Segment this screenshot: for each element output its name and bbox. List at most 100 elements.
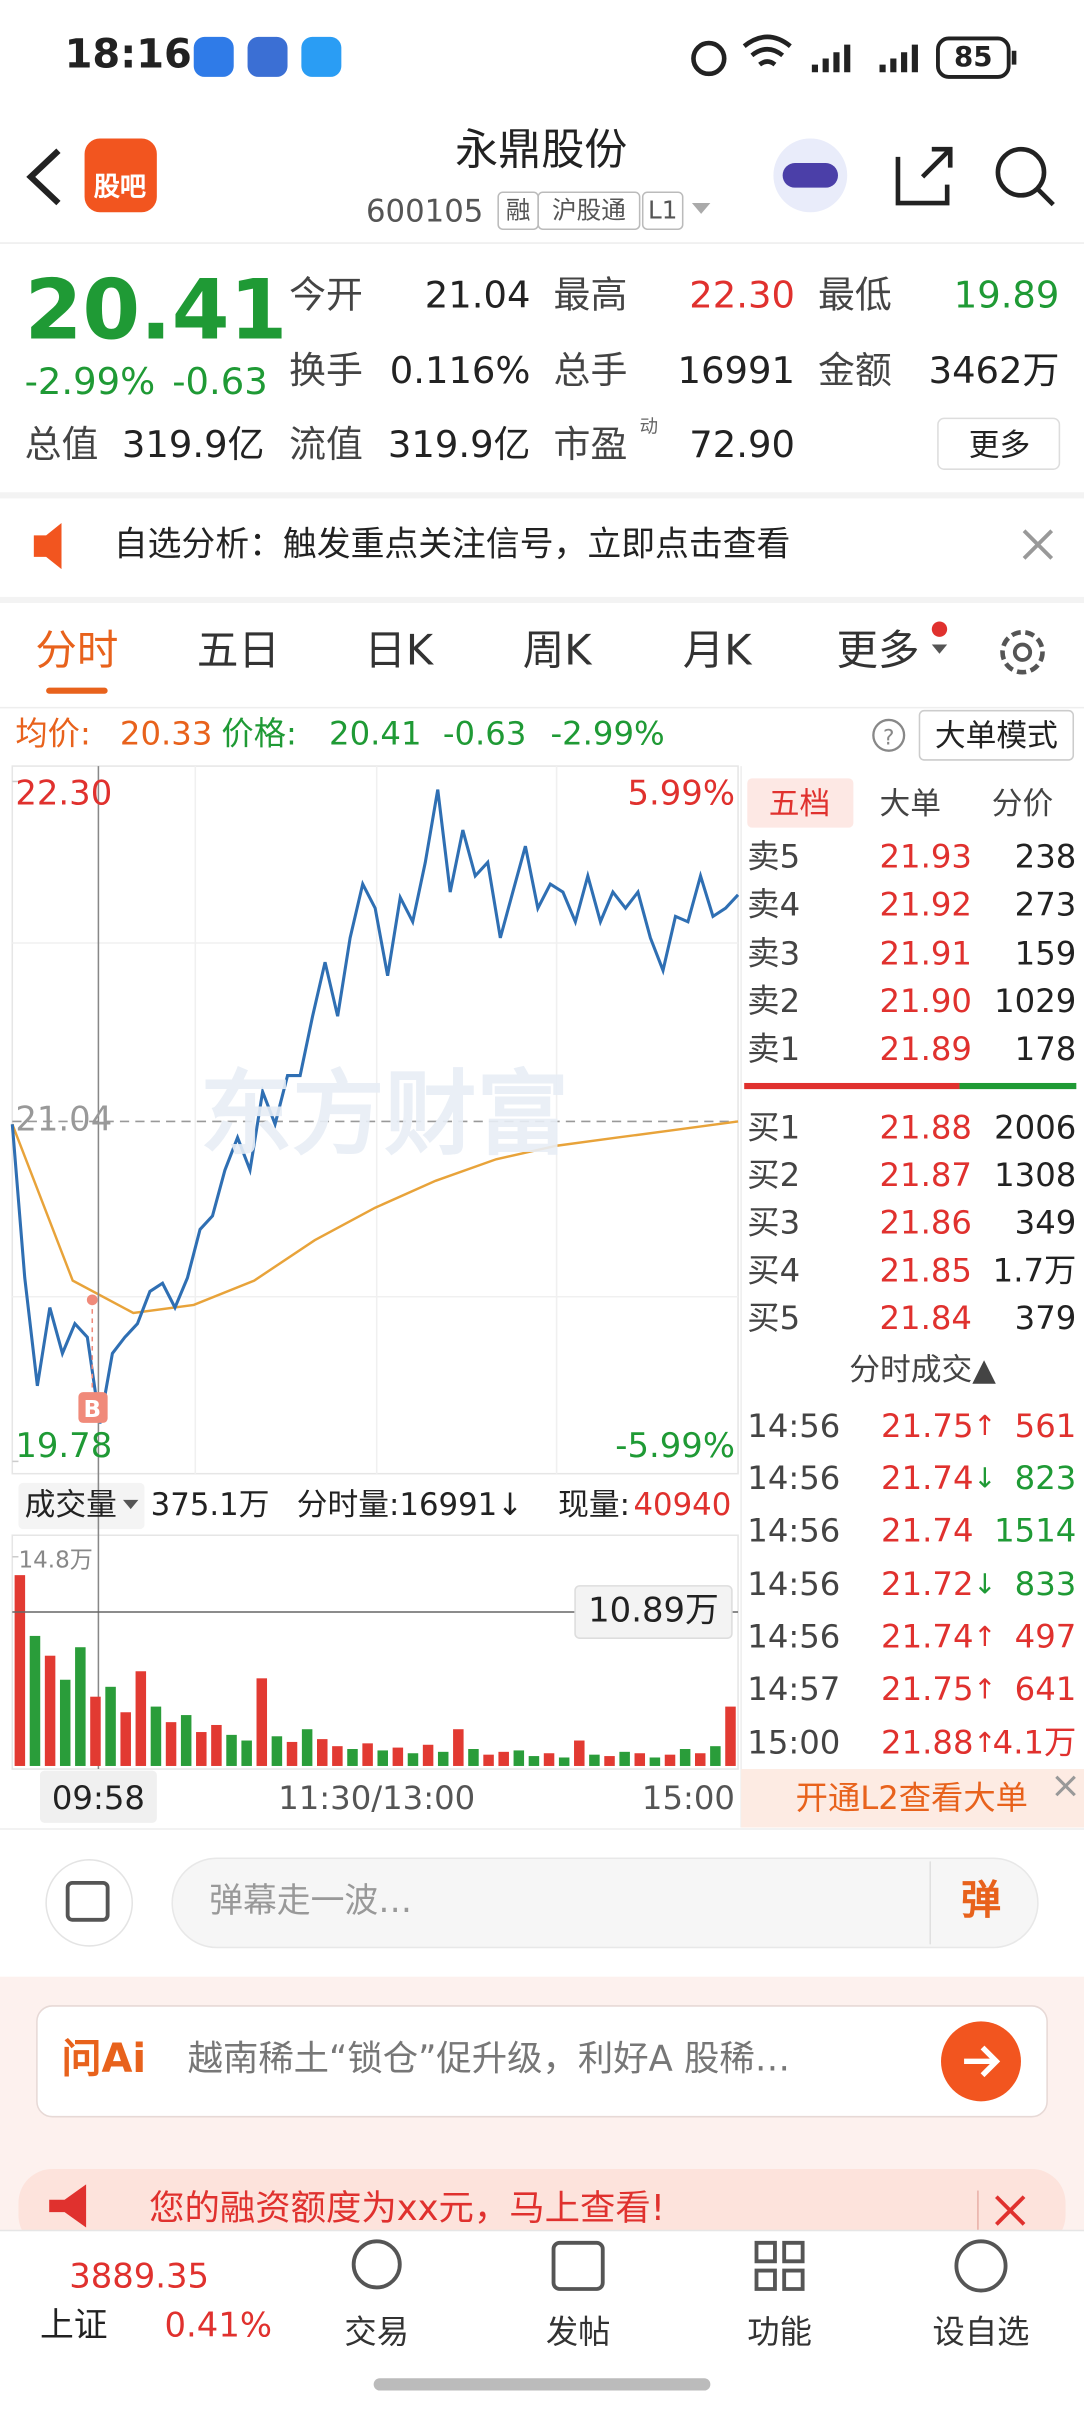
close-icon[interactable]: [995, 2195, 1026, 2226]
book-tab[interactable]: 分价: [991, 784, 1054, 822]
trade-time: 15:00: [747, 1725, 841, 1762]
field-label: 今开: [289, 273, 363, 317]
volume-bar: [392, 1747, 404, 1766]
book-tab[interactable]: 五档: [768, 784, 831, 822]
tab-underline: [46, 687, 108, 694]
tab[interactable]: 月K: [682, 627, 752, 676]
trade-price: 21.88: [881, 1725, 974, 1762]
ai-text[interactable]: 越南稀土“锁仓”促升级，利好A 股稀…: [187, 2040, 791, 2081]
mode-text[interactable]: 大单模式: [934, 716, 1058, 754]
nav-item[interactable]: 设自选: [932, 2314, 1030, 2352]
ratio-bar: [744, 1082, 960, 1090]
marker-dot: [86, 1294, 98, 1306]
volume-bar: [543, 1753, 555, 1766]
megaphone-icon: [49, 2184, 87, 2228]
notice-text[interactable]: 自选分析：触发重点关注信号，立即点击查看: [113, 525, 791, 565]
watchlist-icon[interactable]: [954, 2239, 1008, 2293]
volume-bar: [437, 1751, 449, 1766]
back-button[interactable]: [26, 148, 61, 206]
volume-bar: [710, 1746, 721, 1766]
book-label: 买3: [747, 1205, 801, 1243]
tab[interactable]: 周K: [522, 627, 592, 676]
nav-item[interactable]: 功能: [747, 2314, 812, 2352]
trade-price: 21.75: [881, 1408, 974, 1446]
watermark: 东方财富: [199, 1061, 569, 1170]
close-icon[interactable]: [1022, 529, 1054, 560]
l2-link[interactable]: 开通L2查看大单: [795, 1780, 1028, 1818]
help-icon[interactable]: [872, 718, 906, 752]
trade-volume: 833: [1014, 1566, 1077, 1604]
book-volume: 379: [1014, 1300, 1077, 1338]
x-tick-label: 09:58: [51, 1780, 145, 1818]
volume-bar: [211, 1724, 222, 1766]
settings-icon[interactable]: [1000, 629, 1045, 675]
volume-bar: [649, 1757, 661, 1766]
chart-frame: [11, 765, 739, 1475]
tab[interactable]: 五日: [196, 627, 280, 676]
nav-item[interactable]: 发帖: [545, 2314, 611, 2352]
function-icon[interactable]: [754, 2240, 805, 2291]
comment-input[interactable]: [171, 1857, 1039, 1949]
stock-tag: L1: [648, 195, 678, 226]
field-value: 319.9亿: [121, 422, 265, 466]
post-icon[interactable]: [551, 2240, 605, 2291]
trade-time: 14:56: [747, 1512, 841, 1550]
book-price: 21.91: [879, 935, 972, 973]
minute-volume: 分时量:16991↓: [296, 1485, 523, 1523]
field-label: 总手: [553, 348, 628, 392]
tab-bg: [747, 778, 854, 828]
more-button[interactable]: [937, 417, 1061, 470]
guba-badge[interactable]: [84, 138, 157, 213]
close-icon[interactable]: [1055, 1775, 1076, 1797]
series-line: [11, 1120, 739, 1315]
dropdown-caret: [691, 203, 711, 214]
alarm-icon: [691, 40, 727, 77]
nav-item[interactable]: 交易: [344, 2314, 410, 2352]
tab[interactable]: 分时: [35, 627, 119, 676]
book-volume: 273: [1014, 886, 1077, 924]
volume-dropdown[interactable]: [18, 1482, 145, 1530]
field-value: 19.89: [953, 273, 1060, 317]
trade-volume: 823: [1014, 1460, 1077, 1498]
mode-button[interactable]: [918, 709, 1075, 761]
buy-marker: B: [83, 1395, 102, 1423]
trade-arrow: ↑: [973, 1410, 997, 1444]
battery-level: 85: [954, 41, 993, 75]
comment-placeholder[interactable]: 弹幕走一波…: [209, 1882, 413, 1922]
trade-icon[interactable]: [351, 2239, 402, 2290]
field-value: 22.30: [689, 273, 795, 317]
danmaku-button[interactable]: 弹: [960, 1878, 1001, 1926]
book-volume: 238: [1014, 838, 1077, 876]
red-dot: [931, 621, 948, 637]
robot-face: [782, 163, 838, 188]
share-icon[interactable]: [895, 146, 953, 206]
l2-bg[interactable]: [741, 1769, 1084, 1828]
volume-label[interactable]: 成交量: [24, 1485, 117, 1523]
promo-text[interactable]: 您的融资额度为xx元，马上查看!: [149, 2189, 665, 2230]
volume-bar: [558, 1757, 570, 1766]
book-label: 卖4: [747, 886, 801, 924]
avg-label: 均价:: [15, 715, 91, 753]
book-volume: 1029: [994, 983, 1077, 1021]
app-icon: [301, 36, 342, 77]
volume-bar: [725, 1706, 736, 1766]
badge-text[interactable]: 股吧: [93, 171, 147, 203]
volume-bar: [180, 1715, 192, 1766]
book-price: 21.92: [879, 886, 972, 924]
book-tab[interactable]: 大单: [879, 784, 942, 822]
search-icon[interactable]: [995, 146, 1047, 198]
trades-title[interactable]: 分时成交▲: [849, 1350, 996, 1388]
compose-icon: [65, 1880, 110, 1922]
volume-bar: [453, 1729, 464, 1766]
volume-bar: [634, 1753, 646, 1766]
volume-bar: [332, 1746, 343, 1766]
compose-button[interactable]: [45, 1859, 134, 1947]
promo-banner[interactable]: [18, 2169, 1066, 2249]
tab[interactable]: 日K: [364, 627, 434, 676]
more-button-text[interactable]: 更多: [968, 426, 1031, 464]
tab[interactable]: 更多: [836, 627, 920, 676]
volume-bar: [679, 1749, 691, 1766]
ai-box[interactable]: [36, 2005, 1048, 2118]
